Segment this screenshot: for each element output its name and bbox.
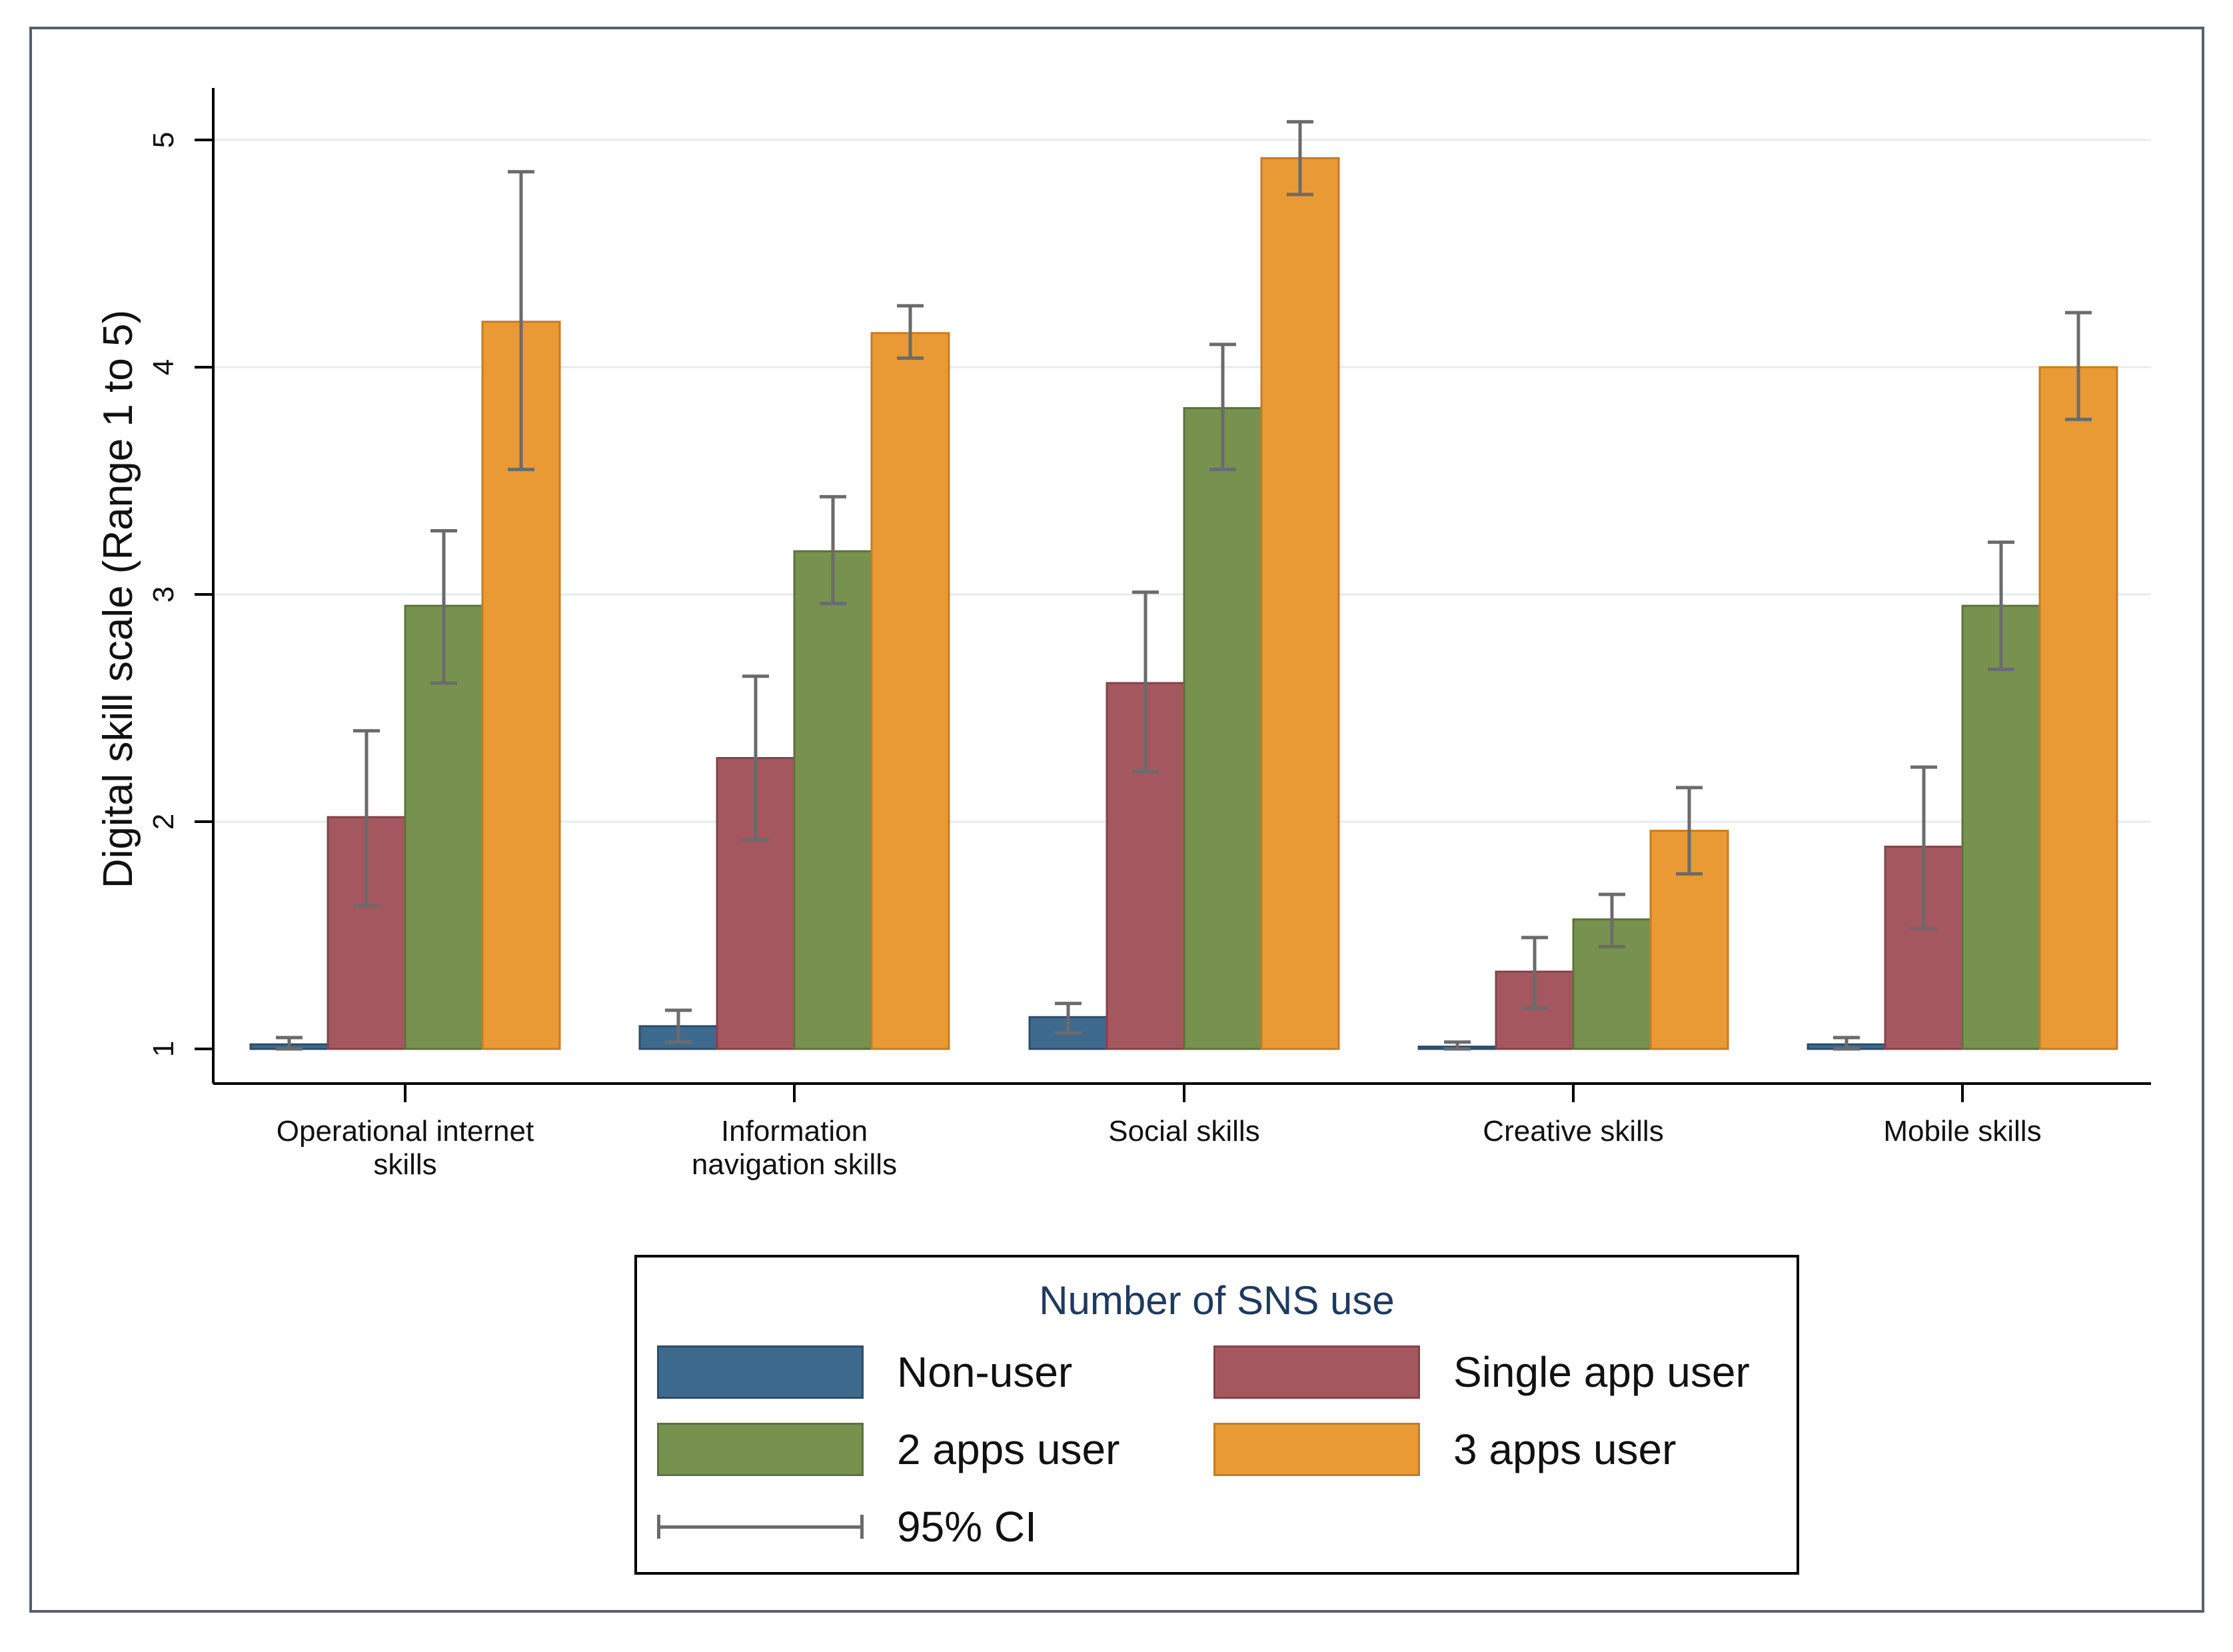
bar-2-apps-user-2 — [1183, 407, 1263, 1050]
legend-item-single-app-user: Single app user — [1213, 1344, 1750, 1400]
legend-label-ci: 95% CI — [897, 1503, 1037, 1551]
y-tick-label-5: 5 — [147, 132, 180, 148]
legend-item-ci: 95% CI — [657, 1499, 1037, 1555]
x-tick-label-0-1: skills — [373, 1148, 436, 1181]
x-tick-label-1-0: Information — [721, 1115, 868, 1148]
legend-label-non-user: Non-user — [897, 1348, 1073, 1396]
y-tick-label-1: 1 — [147, 1041, 180, 1057]
x-tick-label-3-0: Creative skills — [1483, 1115, 1663, 1148]
bar-chart: 1 2 3 4 5 Digital skill scale (Range 1 to 5) O… — [95, 88, 2151, 1181]
y-tick-label-2: 2 — [147, 814, 180, 830]
bar-2-apps-user-4 — [1961, 604, 2041, 1050]
y-axis-title: Digital skill scale (Range 1 to 5) — [95, 310, 141, 888]
y-tick-label-3: 3 — [147, 586, 180, 602]
bar-3-apps-user-2 — [1260, 157, 1340, 1050]
x-tick-label-4-0: Mobile skills — [1883, 1115, 2041, 1148]
bar-3-apps-user-4 — [2038, 366, 2118, 1050]
legend-swatch-single-app-user — [1213, 1345, 1420, 1399]
x-tick-label-0-0: Operational internet — [277, 1115, 534, 1148]
legend-item-3-apps-user: 3 apps user — [1213, 1421, 1676, 1477]
legend-item-2-apps-user: 2 apps user — [657, 1421, 1119, 1477]
x-tick-label-1-1: navigation skills — [692, 1148, 897, 1181]
legend-label-3-apps-user: 3 apps user — [1453, 1425, 1677, 1473]
bar-2-apps-user-1 — [793, 550, 873, 1050]
legend-item-non-user: Non-user — [657, 1344, 1072, 1400]
x-tick-label-2-0: Social skills — [1108, 1115, 1259, 1148]
legend-label-2-apps-user: 2 apps user — [897, 1425, 1120, 1473]
figure-frame: 1 2 3 4 5 Digital skill scale (Range 1 to 5) O… — [29, 27, 2204, 1613]
legend-ci-marker — [657, 1500, 864, 1553]
legend-label-single-app-user: Single app user — [1453, 1348, 1750, 1396]
legend-swatch-2-apps-user — [657, 1423, 864, 1476]
legend-swatch-non-user — [657, 1345, 864, 1399]
y-tick-label-4: 4 — [147, 359, 180, 375]
bar-3-apps-user-1 — [870, 332, 950, 1050]
legend-title: Number of SNS use — [1039, 1278, 1395, 1323]
legend-swatch-3-apps-user — [1213, 1423, 1420, 1476]
legend: Number of SNS use Non-user Single app us… — [634, 1255, 1799, 1575]
